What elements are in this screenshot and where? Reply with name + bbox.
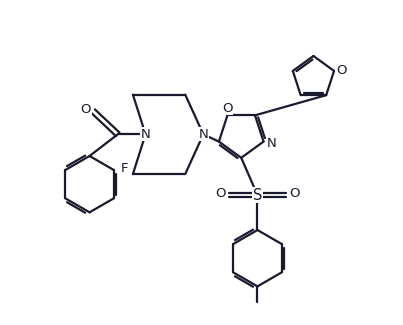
Text: S: S	[253, 188, 262, 202]
Text: O: O	[222, 102, 233, 115]
Text: O: O	[337, 64, 347, 77]
Text: O: O	[81, 103, 91, 116]
Text: N: N	[198, 128, 208, 141]
Text: N: N	[141, 128, 150, 141]
Text: N: N	[267, 137, 276, 150]
Text: F: F	[120, 162, 128, 175]
Text: O: O	[289, 187, 299, 200]
Text: O: O	[215, 187, 226, 200]
